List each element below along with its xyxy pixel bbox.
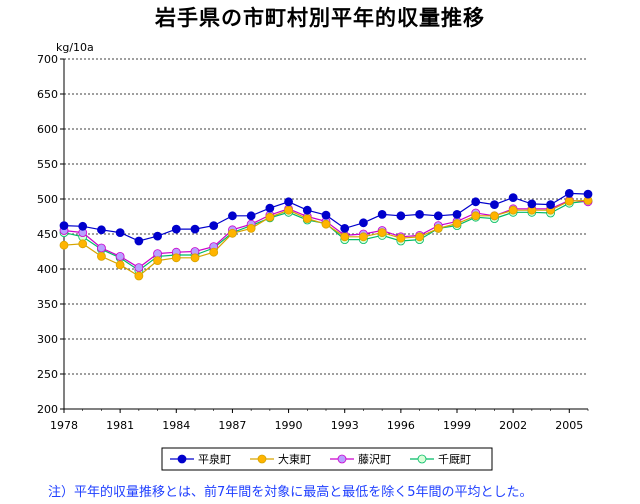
data-point	[190, 224, 200, 234]
data-point	[153, 256, 162, 266]
series-group	[59, 188, 593, 281]
data-point	[433, 211, 443, 221]
x-tick-label: 2002	[499, 419, 527, 432]
data-point	[377, 228, 387, 238]
data-point	[190, 253, 200, 263]
footnote: 注）平年的収量推移とは、前7年間を対象に最高と最低を除く5年間の平均とした。	[48, 485, 533, 500]
data-point	[340, 232, 350, 242]
x-tick-label: 1984	[162, 419, 190, 432]
x-tick-label: 2005	[555, 419, 583, 432]
legend-marker	[257, 454, 267, 464]
data-point	[171, 224, 181, 234]
data-point	[415, 209, 424, 219]
data-point	[115, 228, 125, 238]
data-point	[228, 211, 237, 221]
data-point	[265, 212, 275, 222]
y-tick-label: 500	[37, 193, 58, 206]
series-平泉町	[59, 188, 593, 246]
legend-marker	[337, 454, 347, 464]
gridlines	[64, 58, 588, 375]
y-tick-label: 700	[37, 53, 58, 66]
data-point	[490, 200, 499, 210]
data-point	[228, 228, 237, 238]
x-tick-label: 1993	[331, 419, 359, 432]
data-point	[246, 223, 256, 233]
data-point	[59, 240, 69, 250]
legend-label: 千厩町	[438, 453, 471, 466]
y-axis-ticks: 200 250 300 350 400 450 500 550 600 650 700	[37, 53, 64, 416]
x-tick-label: 1981	[106, 419, 134, 432]
y-tick-label: 200	[37, 403, 58, 416]
x-tick-label: 1996	[387, 419, 415, 432]
legend-box	[161, 447, 493, 471]
data-point	[265, 203, 275, 213]
data-point	[78, 239, 88, 249]
data-point	[134, 236, 144, 246]
data-point	[583, 189, 593, 199]
y-tick-label: 550	[37, 158, 58, 171]
data-point	[153, 231, 162, 241]
data-point	[433, 223, 443, 233]
legend: 平泉町 大東町 藤沢町 千厩町	[161, 447, 493, 471]
y-tick-label: 450	[37, 228, 58, 241]
data-point	[284, 197, 293, 207]
data-point	[78, 221, 88, 231]
data-point	[321, 210, 331, 220]
x-tick-label: 1987	[218, 419, 246, 432]
data-point	[452, 219, 462, 228]
data-point	[97, 225, 106, 235]
x-tick-label: 1990	[275, 419, 303, 432]
chart-title: 岩手県の市町村別平年的収量推移	[155, 6, 485, 30]
data-point	[508, 193, 518, 203]
data-point	[396, 233, 406, 243]
y-tick-label: 400	[37, 263, 58, 276]
x-axis-ticks: 1978 1981 1984 1987 1990 1993 1996 1999 2002 2005	[50, 409, 589, 432]
x-tick-label: 1999	[443, 419, 471, 432]
data-point	[284, 205, 293, 215]
legend-label: 藤沢町	[358, 452, 391, 466]
legend-marker	[177, 454, 187, 464]
y-tick-label: 250	[37, 368, 58, 381]
data-point	[359, 218, 368, 228]
data-point	[490, 211, 499, 221]
data-point	[209, 247, 219, 257]
data-point	[471, 211, 481, 221]
data-point	[302, 214, 312, 224]
data-point	[97, 243, 106, 253]
data-point	[302, 205, 312, 215]
data-point	[340, 223, 350, 233]
y-tick-label: 350	[37, 298, 58, 311]
legend-label: 平泉町	[198, 452, 231, 466]
data-point	[59, 221, 69, 231]
data-point	[508, 205, 518, 215]
data-point	[134, 263, 144, 273]
legend-marker	[417, 454, 427, 464]
data-point	[527, 199, 537, 209]
series-大東町	[59, 195, 593, 281]
data-point	[377, 209, 387, 219]
data-point	[115, 251, 125, 261]
data-point	[321, 219, 331, 229]
data-point	[115, 260, 125, 270]
y-tick-label: 600	[37, 123, 58, 136]
data-point	[564, 188, 574, 198]
x-tick-label: 1978	[50, 419, 78, 432]
data-point	[359, 232, 368, 242]
data-point	[246, 211, 256, 221]
y-tick-label: 650	[37, 88, 58, 101]
data-point	[97, 251, 106, 261]
data-point	[564, 196, 574, 206]
legend-label: 大東町	[278, 452, 311, 466]
y-tick-label: 300	[37, 333, 58, 346]
data-point	[415, 232, 424, 242]
data-point	[171, 253, 181, 263]
data-point	[396, 211, 406, 221]
data-point	[471, 197, 481, 207]
data-point	[452, 209, 462, 219]
y-axis-label: kg/10a	[56, 41, 94, 54]
data-point	[546, 200, 555, 210]
data-point	[134, 271, 144, 281]
data-point	[209, 221, 219, 231]
